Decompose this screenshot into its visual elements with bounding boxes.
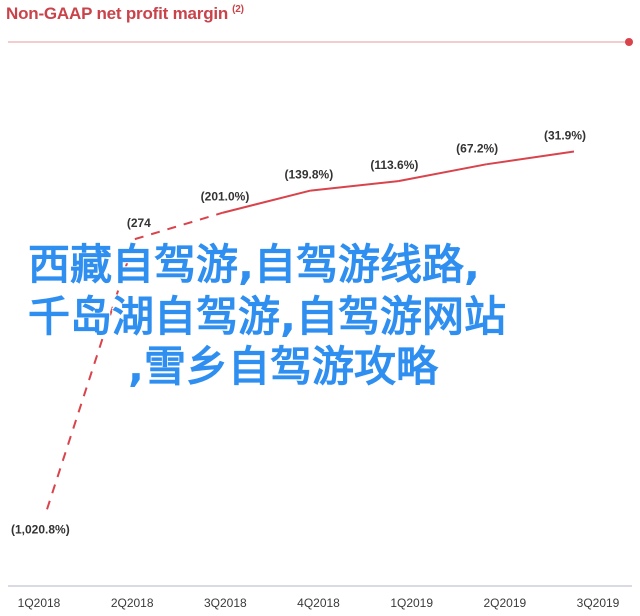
overlay-text-line-3: ,雪乡自驾游攻略 (128, 342, 438, 391)
data-label: (139.8%) (285, 168, 334, 182)
chart-title-footnote: (2) (232, 4, 244, 16)
data-label-group: (1,020.8%) (274 (201.0%) (139.8%) (113.6%) (6… (11, 129, 586, 537)
data-label: (274 (127, 216, 151, 230)
x-tick-label: 2Q2018 (111, 596, 154, 610)
chart-title-text: Non-GAAP net profit margin (6, 4, 229, 23)
series-segment (222, 189, 311, 214)
series-segment (398, 163, 487, 183)
data-label: (31.9%) (544, 129, 586, 143)
x-tick-label: 2Q2019 (483, 596, 526, 610)
data-label: (201.0%) (201, 190, 250, 204)
x-tick-label-group: 1Q2018 2Q2018 3Q2018 4Q2018 1Q2019 2Q2019 3Q20… (18, 596, 620, 610)
overlay-text-line-2: 千岛湖自驾游,自驾游网站 (28, 292, 506, 341)
series-line-group (46, 150, 575, 510)
chart-title: Non-GAAP net profit margin (2) (6, 4, 244, 24)
series-segment (46, 238, 136, 510)
x-tick-label: 3Q2018 (204, 596, 247, 610)
series-segment (310, 180, 399, 192)
x-tick-label: 1Q2019 (390, 596, 433, 610)
title-separator-end-dot (625, 38, 633, 46)
series-segment (486, 150, 575, 166)
x-tick-label: 1Q2018 (18, 596, 61, 610)
x-tick-label: 4Q2018 (297, 596, 340, 610)
x-tick-label: 3Q2019 (577, 596, 620, 610)
data-label: (67.2%) (456, 141, 498, 155)
data-label: (1,020.8%) (11, 522, 70, 536)
data-label: (113.6%) (370, 158, 418, 172)
overlay-text-line-1: 西藏自驾游,自驾游线路, (28, 240, 480, 289)
series-segment (134, 211, 223, 241)
